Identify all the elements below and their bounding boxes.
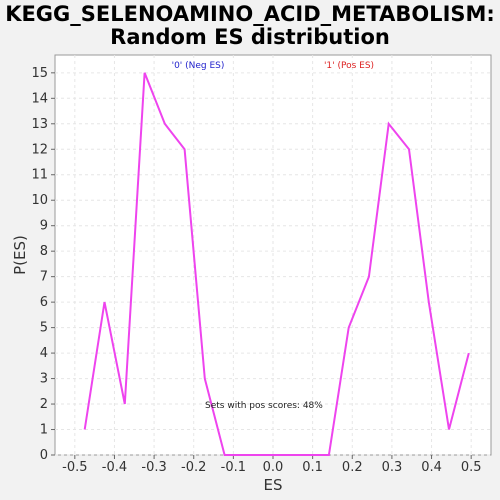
x-tick-label: 0.0	[263, 460, 284, 475]
grid-lines	[55, 55, 491, 456]
x-tick-label: -0.2	[181, 460, 206, 475]
y-tick-label: 15	[31, 66, 48, 81]
y-tick-label: 10	[31, 193, 48, 208]
y-tick-label: 14	[31, 91, 48, 106]
series-layer	[83, 72, 470, 456]
x-tick-label: 0.5	[461, 460, 482, 475]
x-tick-label: -0.1	[221, 460, 246, 475]
y-tick-label: 8	[40, 244, 48, 259]
legend-pos: '1' (Pos ES)	[324, 61, 374, 71]
y-tick-label: 5	[40, 321, 48, 336]
x-tick-label: 0.3	[382, 460, 403, 475]
series-line	[83, 72, 470, 456]
legend-neg: '0' (Neg ES)	[172, 61, 225, 71]
x-axis-label: ES	[264, 476, 283, 494]
y-axis-label: P(ES)	[11, 235, 29, 275]
y-tick-label: 12	[31, 142, 48, 157]
axes: -0.5 -0.4 -0.3 -0.2 -0.1 0.0 0.1 0.2 0.3 0.4 0.5 0 1…	[31, 66, 481, 475]
y-tick-label: 11	[31, 168, 48, 183]
x-tick-label: -0.4	[102, 460, 127, 475]
y-tick-label: 9	[40, 219, 48, 234]
y-tick-label: 1	[40, 423, 48, 438]
x-tick-label: -0.3	[141, 460, 166, 475]
y-tick-label: 3	[40, 372, 48, 387]
y-tick-label: 6	[40, 295, 48, 310]
y-tick-label: 2	[40, 397, 48, 412]
y-tick-label: 4	[40, 346, 48, 361]
chart-subtitle: Random ES distribution	[110, 25, 390, 49]
x-tick-label: 0.2	[342, 460, 363, 475]
x-tick-label: 0.1	[302, 460, 323, 475]
y-tick-label: 0	[40, 448, 48, 463]
x-tick-label: -0.5	[62, 460, 87, 475]
chart-title: KEGG_SELENOAMINO_ACID_METABOLISM:	[5, 2, 495, 26]
y-tick-label: 7	[40, 270, 48, 285]
x-tick-label: 0.4	[421, 460, 442, 475]
pos-score-annotation: Sets with pos scores: 48%	[205, 401, 323, 411]
y-tick-label: 13	[31, 117, 48, 132]
